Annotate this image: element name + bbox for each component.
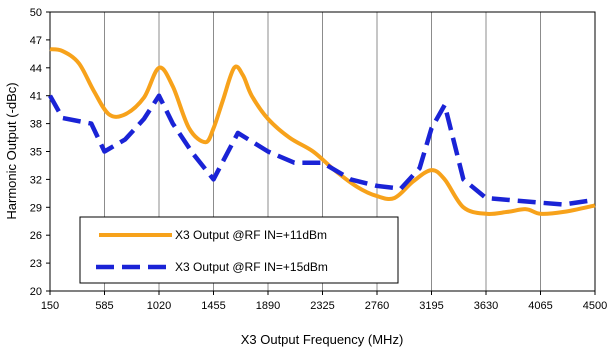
x-tick-label: 3195 xyxy=(419,300,443,312)
series-line-rf15 xyxy=(48,93,596,207)
x-tick-label: 1020 xyxy=(147,300,171,312)
legend: X3 Output @RF IN=+11dBm X3 Output @RF IN… xyxy=(79,216,399,284)
y-tick-label: 23 xyxy=(30,258,42,270)
x-tick-label: 1890 xyxy=(256,300,280,312)
y-tick-label: 20 xyxy=(30,286,42,298)
legend-label-rf11: X3 Output @RF IN=+11dBm xyxy=(175,228,327,242)
y-tick-label: 26 xyxy=(30,230,42,242)
x-tick-label: 585 xyxy=(95,300,113,312)
legend-box xyxy=(79,216,399,284)
y-tick-label: 41 xyxy=(30,91,42,103)
y-tick-label: 50 xyxy=(30,7,42,19)
x-tick-label: 1455 xyxy=(201,300,225,312)
series-lines xyxy=(48,47,596,216)
y-tick-label: 29 xyxy=(30,202,42,214)
y-tick-label: 32 xyxy=(30,174,42,186)
y-axis-title: Harmonic Output (-dBc) xyxy=(4,82,19,219)
x-tick-label: 4065 xyxy=(528,300,552,312)
x-axis-title: X3 Output Frequency (MHz) xyxy=(241,332,404,347)
x-tick-label: 4500 xyxy=(583,300,607,312)
y-tick-label: 47 xyxy=(30,35,42,47)
x-tick-label: 2325 xyxy=(310,300,334,312)
x-tick-label: 3630 xyxy=(474,300,498,312)
y-tick-label: 44 xyxy=(30,63,42,75)
x-tick-label: 2760 xyxy=(365,300,389,312)
series-line-rf11 xyxy=(49,47,596,216)
x-tick-label: 150 xyxy=(41,300,59,312)
vertical-gridlines xyxy=(104,12,541,291)
y-tick-label: 38 xyxy=(30,119,42,131)
y-tick-label: 35 xyxy=(30,147,42,159)
legend-label-rf15: X3 Output @RF IN=+15dBm xyxy=(175,260,328,274)
axis-tick-labels: 150 585 1020 1455 1890 2325 2760 3195 3630 4065 45… xyxy=(30,7,607,312)
